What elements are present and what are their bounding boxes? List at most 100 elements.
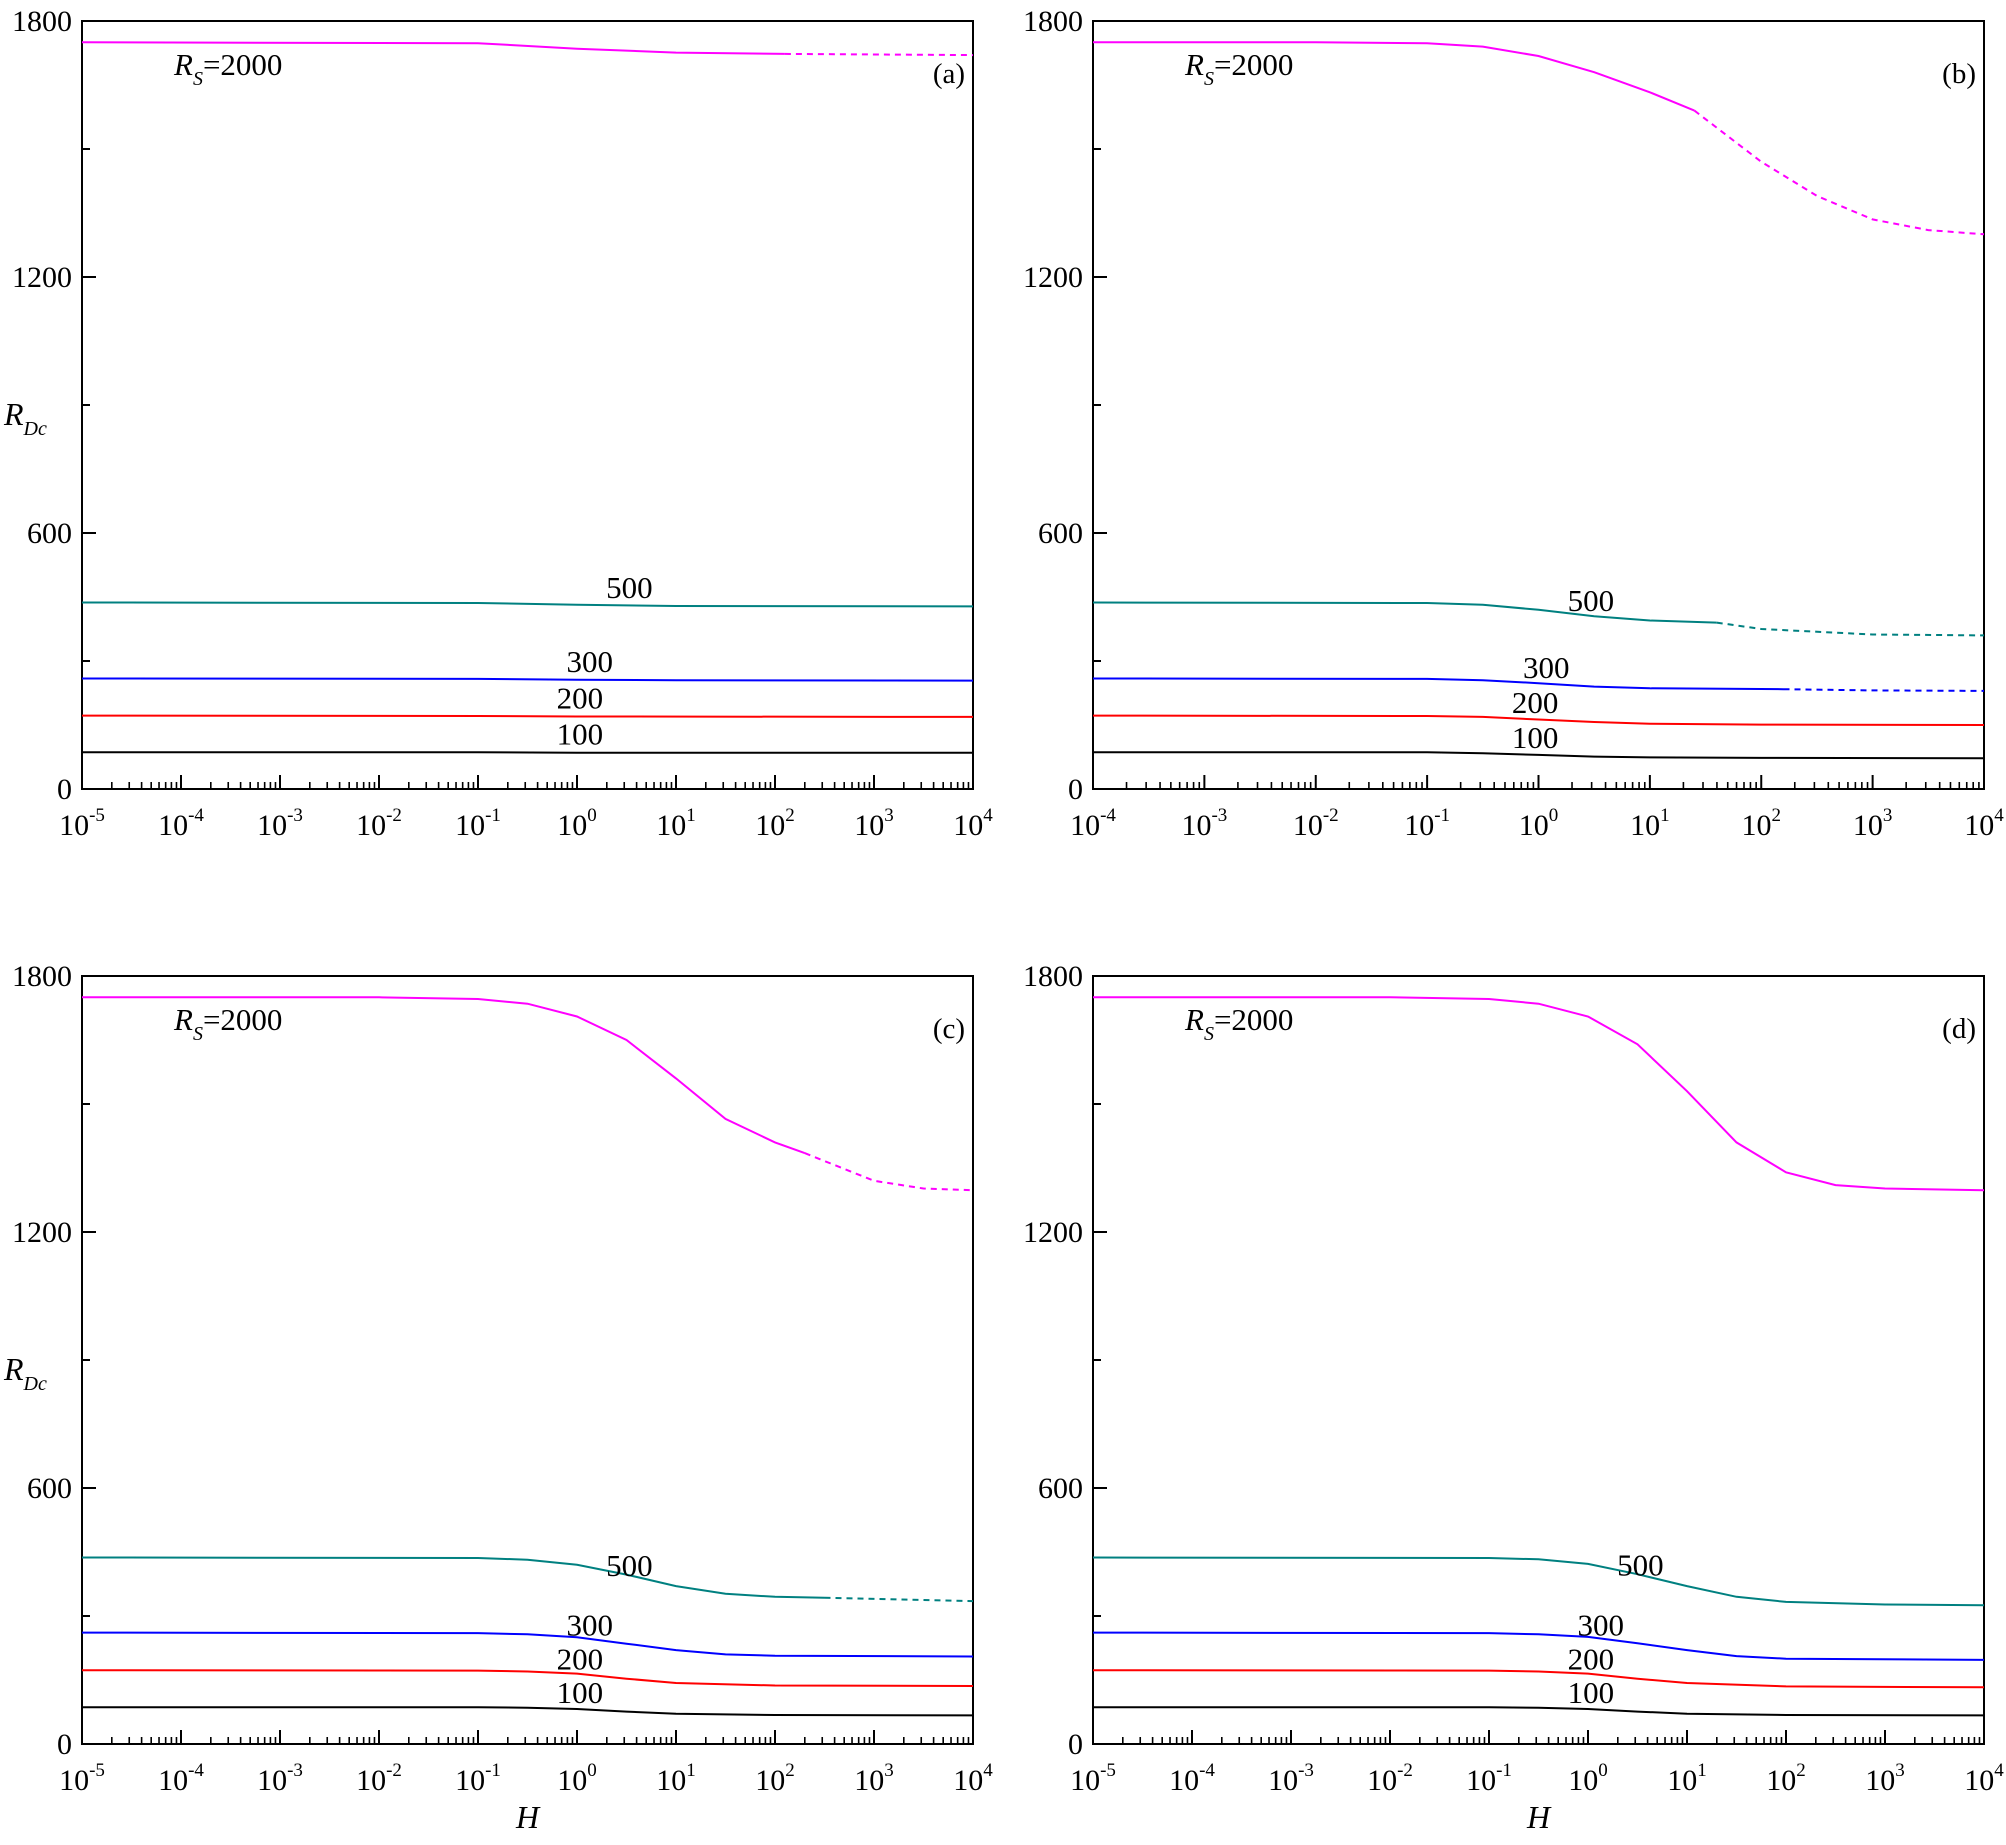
x-tick-label: 104 xyxy=(953,1760,993,1797)
x-tick-label: 100 xyxy=(1568,1760,1608,1797)
plot-frame xyxy=(81,975,974,1745)
x-tick-label: 10-4 xyxy=(158,1760,204,1797)
x-tick-label: 10-1 xyxy=(455,1760,501,1797)
y-tick-label: 600 xyxy=(1038,517,1083,550)
x-tick-label: 103 xyxy=(1853,805,1893,842)
series-RS2000-dashed-line xyxy=(804,1152,974,1192)
series-label: 500 xyxy=(1568,583,1615,618)
x-tick-label: 10-4 xyxy=(158,805,204,842)
x-tick-label: 103 xyxy=(1865,1760,1905,1797)
y-tick-label: 1800 xyxy=(1023,5,1083,38)
panel-label: (b) xyxy=(1942,58,1976,90)
y-tick-label: 1200 xyxy=(1023,1216,1083,1249)
series-200-line xyxy=(81,1669,974,1687)
x-tick-label: 103 xyxy=(854,1760,894,1797)
x-tick-label: 10-5 xyxy=(1070,1760,1116,1797)
series-RS2000-line xyxy=(82,996,806,1155)
series-RS2000-line xyxy=(1093,41,1695,112)
series-label: 500 xyxy=(1617,1548,1664,1583)
y-tick-label: 0 xyxy=(1068,1728,1083,1761)
series-label: 200 xyxy=(557,1642,604,1677)
series-label: 300 xyxy=(1523,650,1570,685)
y-tick-label: 600 xyxy=(27,1472,72,1505)
y-tick-label: 600 xyxy=(27,517,72,550)
series-200-line xyxy=(1092,1669,1985,1689)
series-label: 500 xyxy=(606,570,653,605)
x-tick-label: 10-5 xyxy=(59,1760,105,1797)
series-RS2000-line xyxy=(1093,996,1985,1192)
series-label: 300 xyxy=(567,644,614,679)
y-tick-label: 1200 xyxy=(12,261,72,294)
x-tick-label: 100 xyxy=(1519,805,1559,842)
series-500-dashed-line xyxy=(1716,621,1985,637)
panel-a: 0 600 1200 1800 10-5 10-4 10-3 10-2 10-1 100 101 10… xyxy=(3,5,993,842)
series-RS2000-line xyxy=(81,41,785,55)
series-300-line xyxy=(81,1631,974,1658)
x-axis-label: H xyxy=(1526,1799,1552,1835)
series-500-line xyxy=(1092,601,1717,624)
panel-label: (d) xyxy=(1942,1013,1976,1045)
series-100-line xyxy=(82,1706,974,1717)
panel-label: (c) xyxy=(933,1013,965,1045)
x-tick-label: 10-2 xyxy=(356,805,402,842)
x-tick-label: 10-1 xyxy=(1404,805,1450,842)
x-tick-label: 102 xyxy=(1742,805,1782,842)
series-label: 100 xyxy=(557,717,604,752)
x-tick-label: 10-3 xyxy=(257,1760,303,1797)
x-tick-label: 10-1 xyxy=(1466,1760,1512,1797)
panel-b: 0 600 1200 1800 10-4 10-3 10-2 10-1 100 101 102 103… xyxy=(1023,5,2004,842)
series-300-dashed-line xyxy=(1783,688,1985,692)
series-500-line xyxy=(81,601,974,608)
series-label: 200 xyxy=(1568,1642,1615,1677)
x-tick-label: 10-4 xyxy=(1070,805,1116,842)
series-label: 200 xyxy=(1512,685,1559,720)
y-tick-label: 0 xyxy=(57,773,72,806)
x-tick-label: 104 xyxy=(953,805,993,842)
x-tick-label: 102 xyxy=(755,1760,795,1797)
x-tick-label: 100 xyxy=(557,805,597,842)
x-tick-label: 101 xyxy=(656,1760,696,1797)
y-tick-label: 600 xyxy=(1038,1472,1083,1505)
series-300-line xyxy=(81,677,974,682)
x-tick-label: 101 xyxy=(1667,1760,1707,1797)
panel-d: 0 600 1200 1800 10-5 10-4 10-3 10-2 10-1 100 101 10… xyxy=(1023,960,2004,1835)
x-tick-label: 100 xyxy=(557,1760,597,1797)
series-label: RS=2000 xyxy=(173,47,282,90)
y-axis-label: RDc xyxy=(3,396,47,440)
series-500-line xyxy=(1092,1556,1985,1607)
series-label: RS=2000 xyxy=(1184,47,1293,90)
y-tick-label: 1800 xyxy=(12,960,72,993)
x-tick-label: 10-2 xyxy=(1367,1760,1413,1797)
series-500-dashed-line xyxy=(824,1596,974,1603)
x-tick-label: 101 xyxy=(656,805,696,842)
series-label: 500 xyxy=(606,1548,653,1583)
x-tick-label: 10-3 xyxy=(1268,1760,1314,1797)
y-tick-label: 0 xyxy=(57,1728,72,1761)
series-label: RS=2000 xyxy=(173,1002,282,1045)
panel-c: 0 600 1200 1800 10-5 10-4 10-3 10-2 10-1 100 101 10… xyxy=(3,960,993,1835)
series-label: 200 xyxy=(557,681,604,716)
x-tick-label: 104 xyxy=(1964,805,2004,842)
series-100-line xyxy=(1093,751,1985,760)
y-tick-label: 1200 xyxy=(12,1216,72,1249)
series-label: 100 xyxy=(557,1675,604,1710)
x-tick-label: 102 xyxy=(1766,1760,1806,1797)
x-axis-label: H xyxy=(515,1799,541,1835)
x-tick-label: 104 xyxy=(1964,1760,2004,1797)
y-tick-label: 1800 xyxy=(12,5,72,38)
x-tick-label: 10-4 xyxy=(1169,1760,1215,1797)
series-label: 300 xyxy=(1578,1607,1625,1642)
series-300-line xyxy=(1092,677,1784,691)
y-tick-label: 1200 xyxy=(1023,261,1083,294)
y-tick-label: 0 xyxy=(1068,773,1083,806)
series-100-line xyxy=(1093,1706,1985,1717)
series-RS2000-dashed-line xyxy=(784,52,974,57)
plot-frame xyxy=(81,20,974,790)
series-label: 300 xyxy=(567,1608,614,1643)
y-axis-label: RDc xyxy=(3,1351,47,1395)
y-tick-label: 1800 xyxy=(1023,960,1083,993)
series-label: 100 xyxy=(1568,1675,1615,1710)
x-tick-label: 10-2 xyxy=(356,1760,402,1797)
series-300-line xyxy=(1092,1631,1985,1661)
